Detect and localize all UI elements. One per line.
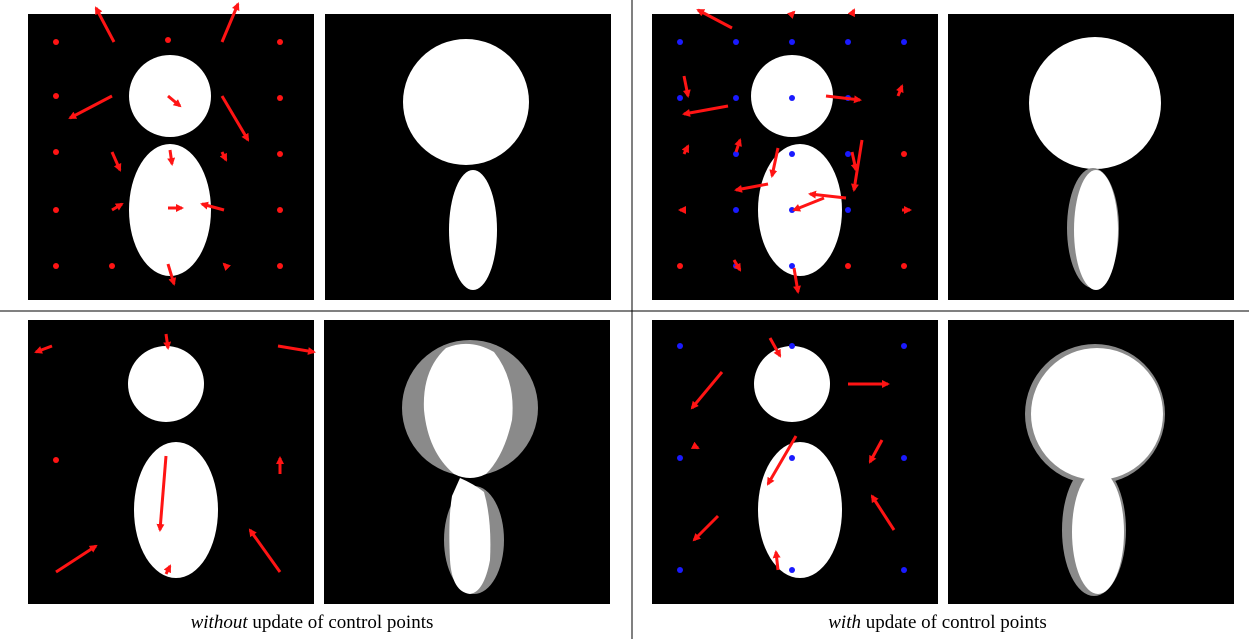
caption-right-text: update of control points [860, 612, 1047, 633]
panel-bottom-left-input [28, 320, 316, 604]
panel-top-left-input [28, 2, 314, 300]
panel-bottom-left-result [324, 320, 610, 604]
panel-bottom-right-result [948, 320, 1234, 604]
panel-top-right-input [652, 8, 938, 300]
panel-top-right-result [948, 14, 1234, 300]
caption-left-text: update of control points [247, 612, 434, 633]
caption-right-emphasis: with [828, 612, 861, 633]
control-points [53, 457, 59, 463]
arrows [34, 333, 316, 575]
arrows [678, 8, 912, 294]
body-shape [129, 144, 211, 276]
caption-right: with update of control points [626, 612, 1249, 636]
panel-bottom-right-input [652, 320, 938, 604]
panel-top-left-result [325, 14, 611, 300]
fixed-control-points [677, 343, 907, 573]
caption-left-emphasis: without [190, 612, 248, 633]
control-points [677, 151, 907, 269]
arrows [68, 2, 250, 286]
arrows [690, 337, 896, 571]
caption-left: without update of control points [0, 612, 624, 636]
control-points [53, 37, 283, 269]
